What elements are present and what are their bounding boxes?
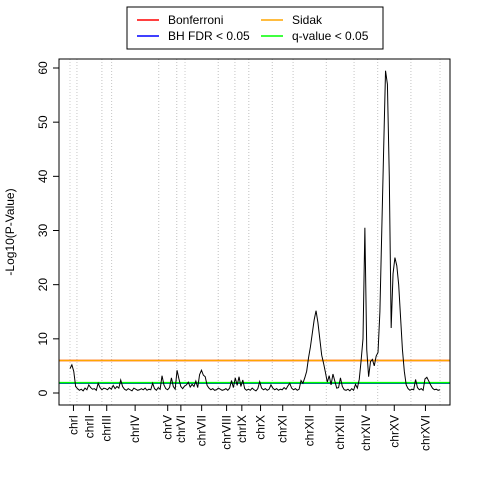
series-line-0 xyxy=(69,70,441,392)
chromosome-grid xyxy=(69,59,441,405)
x-tick-label-chrxvi: chrXVI xyxy=(418,415,432,451)
legend-label-sidak: Sidak xyxy=(292,13,323,27)
threshold-lines xyxy=(59,359,450,385)
legend-entry-sidak: Sidak xyxy=(261,13,323,27)
legend-label-bonferroni: Bonferroni xyxy=(168,13,223,27)
x-tick-label-chriii: chrIII xyxy=(100,415,114,442)
legend-entry-bonferroni: Bonferroni xyxy=(137,13,223,27)
y-tick-label: 40 xyxy=(36,169,50,183)
x-tick-label-chrxiv: chrXIV xyxy=(359,415,373,451)
x-tick-label-chrviii: chrVIII xyxy=(220,415,234,450)
legend-box xyxy=(126,6,384,50)
x-tick-label-chrxv: chrXV xyxy=(387,415,401,448)
x-tick-label-chrx: chrX xyxy=(254,415,268,440)
x-axis: chrI chrII chrIII chrIV chrV chrVI chrVII chrVI… xyxy=(66,405,432,451)
x-tick-label-chriv: chrIV xyxy=(128,415,142,443)
x-tick-label-chrxi: chrXI xyxy=(276,415,290,443)
x-tick-label-chrvi: chrVI xyxy=(174,415,188,443)
y-tick-label: 0 xyxy=(36,389,50,396)
y-tick-label: 30 xyxy=(36,224,50,238)
legend-label-q-value: q-value < 0.05 xyxy=(292,29,369,43)
x-tick-label-chri: chrI xyxy=(66,415,80,435)
x-tick-label-chrxii: chrXII xyxy=(303,415,317,446)
y-tick-label: 20 xyxy=(36,278,50,292)
x-tick-label-chrv: chrV xyxy=(161,415,175,440)
plot-frame xyxy=(58,58,451,406)
legend-label-bh-fdr: BH FDR < 0.05 xyxy=(168,29,250,43)
y-tick-label: 50 xyxy=(36,115,50,129)
y-tick-label: 10 xyxy=(36,332,50,346)
x-tick-label-chrxiii: chrXIII xyxy=(333,415,347,450)
y-tick-label: 60 xyxy=(36,61,50,75)
x-tick-label-chrii: chrII xyxy=(82,415,96,438)
x-tick-label-chrvii: chrVII xyxy=(195,415,209,446)
x-tick-label-chrix: chrIX xyxy=(235,415,249,443)
y-axis-label: -Log10(P-Value) xyxy=(3,188,17,275)
legend-entry-q-value: q-value < 0.05 xyxy=(261,29,369,43)
legend: Bonferroni Sidak BH FDR < 0.05 q-value <… xyxy=(126,6,384,50)
series-layer xyxy=(69,70,441,392)
y-axis: 0 10 20 30 40 50 60 xyxy=(36,61,59,396)
legend-entry-bh-fdr: BH FDR < 0.05 xyxy=(137,29,250,43)
